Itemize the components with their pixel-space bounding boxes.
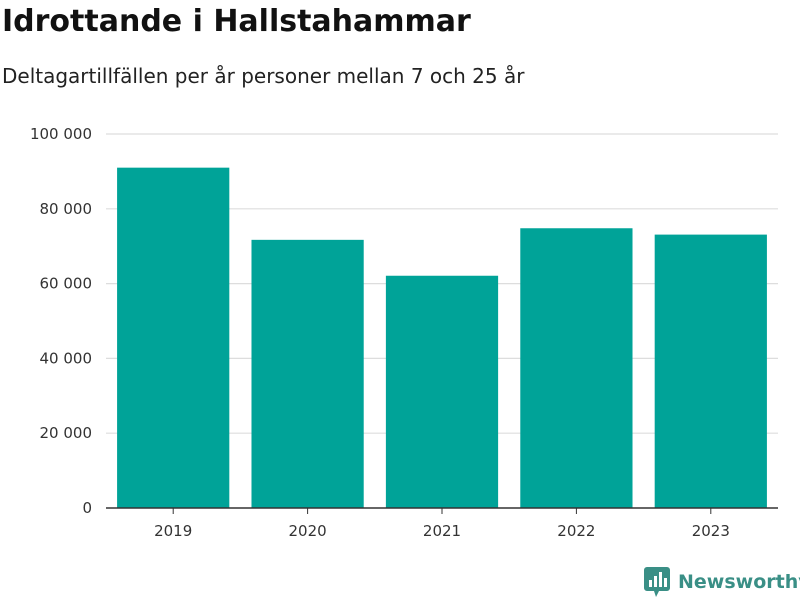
y-tick-label: 60 000 [40,275,93,293]
tick-labels: 0 20 000 40 000 60 000 80 000 100 000 2019 2020… [30,125,730,540]
bar-2020 [251,239,364,509]
y-tick-label: 100 000 [30,125,92,143]
bar-2019 [117,167,230,508]
bar-2023 [654,234,767,508]
brand-name: Newsworthy [678,571,800,593]
bars [117,167,767,509]
x-tick-label: 2019 [154,522,192,540]
y-tick-label: 80 000 [40,200,93,218]
bar-2022 [520,228,633,509]
chart-title: Idrottande i Hallstahammar [2,4,471,39]
x-tick-label: 2023 [692,522,730,540]
x-tick-label: 2021 [423,522,461,540]
newsworthy-logo-icon [644,567,670,597]
y-tick-label: 0 [82,499,92,517]
axes [106,507,778,514]
y-tick-label: 20 000 [40,424,93,442]
bar-2021 [385,275,499,508]
chart-subtitle: Deltagartillfällen per år personer mella… [2,64,525,88]
y-tick-label: 40 000 [40,349,93,367]
bar-chart: 0 20 000 40 000 60 000 80 000 100 000 2019 2020… [30,125,778,540]
x-tick-label: 2022 [557,522,595,540]
brand-logo: Newsworthy [644,566,800,598]
x-tick-label: 2020 [289,522,327,540]
